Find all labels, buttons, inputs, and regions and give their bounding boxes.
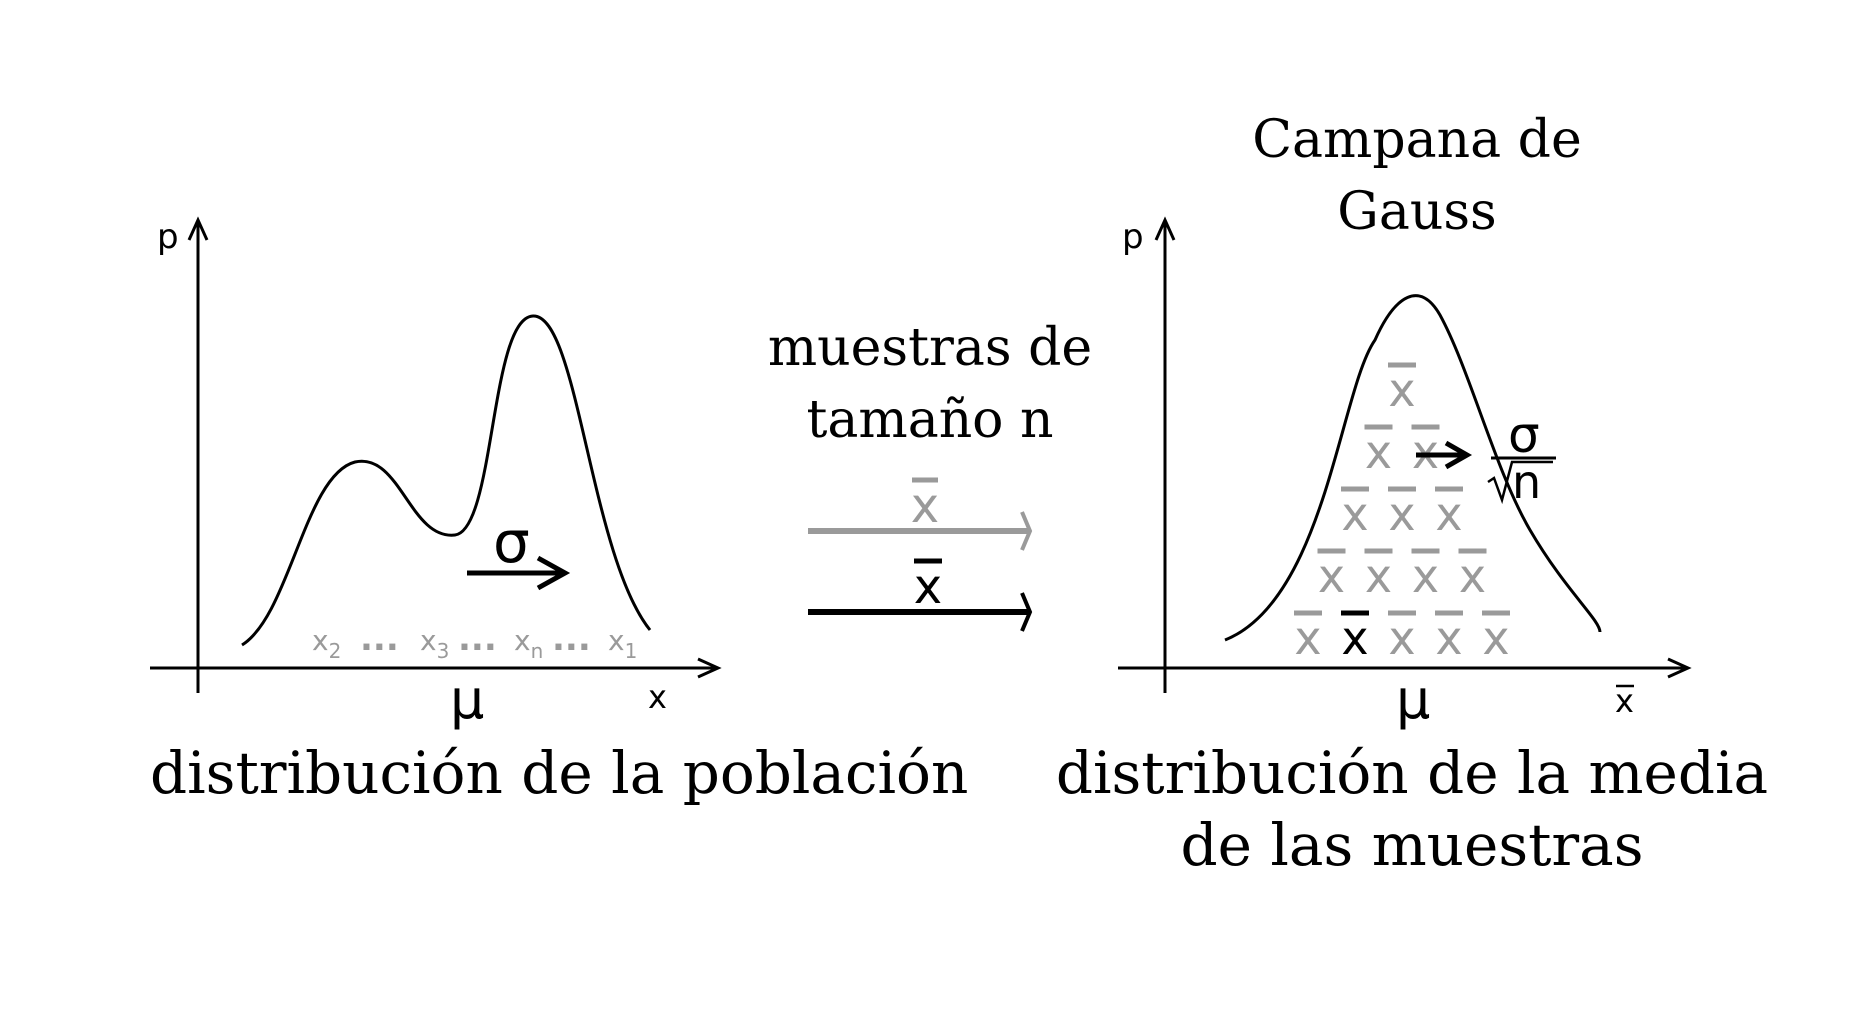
- right-x-axis-arrowhead: [1667, 657, 1692, 679]
- population-samples: x2 ... x3 ... xn ... x1: [312, 619, 637, 663]
- left-x-axis-arrowhead: [697, 657, 722, 679]
- ellipsis-3: ...: [552, 619, 591, 659]
- sample-xn: xn: [514, 624, 543, 663]
- sample-mean: x: [1388, 363, 1415, 417]
- gauss-curve: [1224, 294, 1602, 642]
- left-caption: distribución de la población: [150, 739, 968, 807]
- sampling-text-line2: tamaño n: [806, 390, 1053, 450]
- sampling-text-line1: muestras de: [768, 318, 1092, 378]
- right-sigma-label: σ: [1508, 406, 1540, 464]
- sample-mean: x: [1388, 487, 1415, 541]
- sample-x3: x3: [420, 624, 449, 663]
- sample-mean-distribution-panel: Campana de Gauss p x μ x x x x xx x x xx x xx xx σ…: [1056, 110, 1768, 879]
- gray-arrowhead: [1020, 511, 1033, 551]
- gauss-title-line1: Campana de: [1252, 110, 1581, 170]
- sqrt-n-label: n: [1512, 455, 1541, 509]
- left-y-axis-label: p: [157, 217, 179, 257]
- sample-mean: x: [1482, 611, 1509, 665]
- sqrt-sign: [1487, 460, 1553, 505]
- sample-mean: x: [1365, 425, 1392, 479]
- ellipsis-2: ...: [458, 619, 497, 659]
- sample-mean: x: [1365, 549, 1392, 603]
- left-sigma-label: σ: [493, 508, 530, 576]
- left-x-axis-label: x: [648, 678, 667, 716]
- sample-x1: x1: [608, 624, 637, 663]
- sample-mean: x: [1412, 549, 1439, 603]
- right-y-axis-arrowhead: [1154, 216, 1176, 241]
- black-arrow-label: x: [914, 559, 942, 615]
- right-caption-line2: de las muestras: [1180, 811, 1643, 879]
- gray-arrow-label: x: [911, 478, 939, 534]
- right-caption-line1: distribución de la media: [1056, 739, 1768, 807]
- population-curve: [241, 314, 652, 647]
- sample-mean: x: [1294, 611, 1321, 665]
- highlighted-sample-mean: x: [1341, 611, 1368, 665]
- black-arrowhead: [1020, 592, 1033, 632]
- sample-mean: x: [1341, 487, 1368, 541]
- right-sigma-arrowhead: [1444, 440, 1473, 470]
- sample-mean: x: [1388, 611, 1415, 665]
- sample-mean: x: [1412, 425, 1439, 479]
- population-distribution-panel: p x μ σ x2 ... x3 ... xn ... x1 distribu…: [150, 216, 968, 807]
- right-x-axis-label: x: [1615, 682, 1634, 720]
- sample-x2: x2: [312, 624, 341, 663]
- sample-mean: x: [1435, 487, 1462, 541]
- left-y-axis-arrowhead: [187, 216, 209, 241]
- sample-mean: x: [1459, 549, 1486, 603]
- left-mean-label: μ: [450, 668, 484, 731]
- sampling-process: muestras de tamaño n x x: [768, 318, 1092, 632]
- right-mean-label: μ: [1396, 668, 1430, 731]
- right-y-axis-label: p: [1122, 217, 1144, 257]
- gauss-title-line2: Gauss: [1337, 182, 1496, 242]
- ellipsis-1: ...: [360, 619, 399, 659]
- sample-mean: x: [1318, 549, 1345, 603]
- sample-mean: x: [1435, 611, 1462, 665]
- left-sigma-arrowhead: [536, 555, 571, 591]
- sample-mean-stack: x x x x xx x x xx x xx xx: [1294, 362, 1510, 665]
